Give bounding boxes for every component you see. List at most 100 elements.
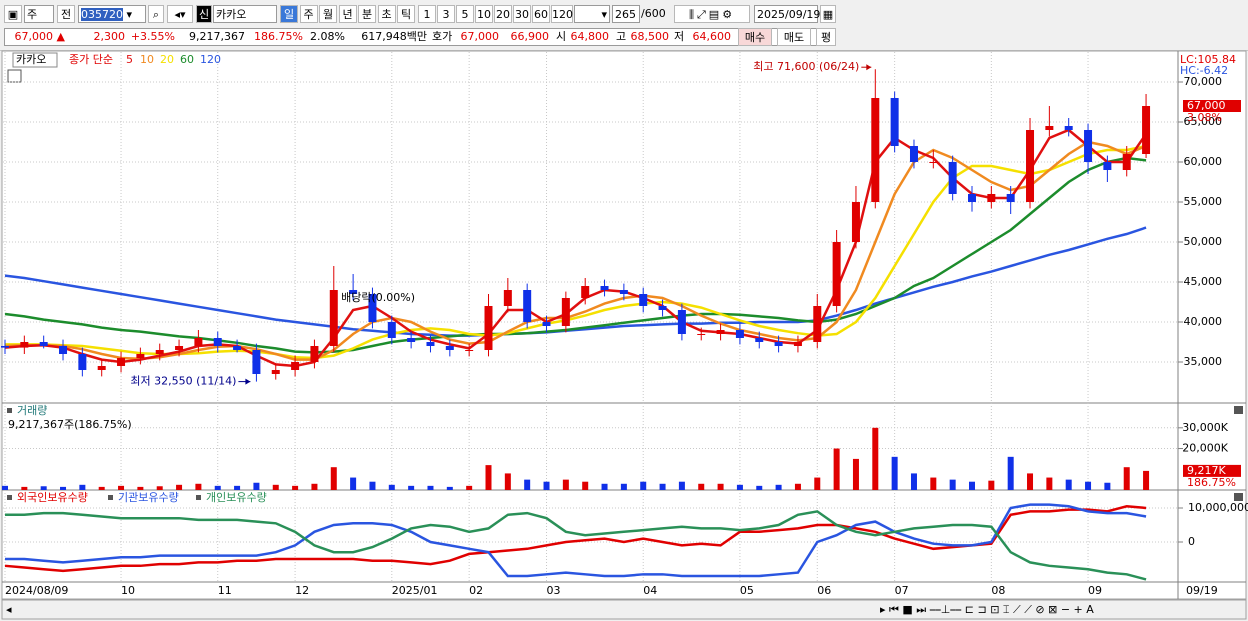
volume-title: 거래량	[17, 404, 47, 417]
volume-bar	[601, 483, 608, 490]
sell-button[interactable]: 매도	[777, 28, 811, 46]
open-price: 64,800	[570, 30, 610, 43]
scroll-controls[interactable]: ▸ ⏮ ■ ⏭ ⎯⎯⊥⎯⎯ ⊏ ⊐ ⊡ ⌶ ⟋ ⟋ ⊘ ⊠ − + A	[880, 603, 1094, 616]
volume-bar	[466, 485, 473, 490]
prev-button[interactable]: 전	[57, 5, 75, 23]
table-icon[interactable]	[7, 69, 22, 83]
quote-price: 67,000 ▲	[14, 30, 65, 43]
legend-entry: 외국인보유수량	[17, 491, 88, 504]
candle-body	[677, 310, 686, 334]
quote-turnover: 2.08%	[310, 30, 345, 43]
date-input[interactable]: 2025/09/19	[754, 5, 820, 23]
candle-body	[1103, 162, 1112, 170]
volume-subtitle: 9,217,367주(186.75%)	[8, 418, 132, 431]
avg-button[interactable]: 평	[816, 28, 836, 46]
volume-bar	[872, 427, 879, 490]
candle-body	[542, 322, 551, 326]
candle-body	[561, 298, 570, 326]
volume-bar	[156, 486, 163, 490]
code-input[interactable]: 035720 ▾	[78, 5, 146, 23]
holding-line	[5, 503, 1147, 578]
name-input[interactable]: 카카오	[213, 5, 277, 23]
candle-body	[445, 346, 454, 350]
x-tick-label: 12	[295, 584, 309, 597]
volume-bar	[678, 481, 685, 490]
volume-bar	[253, 482, 260, 490]
last-price-label: 67,000	[1187, 99, 1226, 112]
interval-button[interactable]: 주	[299, 5, 318, 23]
search-button[interactable]: ⌕	[148, 5, 164, 23]
unit-button[interactable]: 10	[475, 5, 493, 23]
y-tick-label: 20,000K	[1182, 442, 1228, 455]
volume-bar	[1143, 470, 1150, 490]
unit-button[interactable]: 60	[532, 5, 550, 23]
legend-entry: 20	[160, 53, 174, 66]
quote-change-rate: +3.55%	[130, 30, 175, 43]
low-annotation: 최저 32,550 (11/14)	[130, 375, 236, 388]
volume-bar	[2, 485, 8, 490]
volume-bar	[736, 484, 743, 490]
interval-button[interactable]: 년	[338, 5, 357, 23]
candle-body	[832, 242, 841, 306]
legend-name-box	[12, 52, 58, 68]
scroll-left[interactable]: ◂	[6, 603, 12, 616]
volume-bar	[21, 486, 28, 490]
legend-entry: 개인보유수량	[206, 491, 267, 504]
legend-entry: 기관보유수량	[118, 491, 179, 504]
volume-bar	[833, 448, 840, 490]
candle-body	[349, 290, 358, 294]
legend-entry: 60	[180, 53, 194, 66]
candle-body	[39, 342, 48, 346]
volume-bar	[350, 477, 357, 490]
interval-button[interactable]: 틱	[397, 5, 415, 23]
volume-bar	[814, 477, 821, 490]
interval-button[interactable]: 일	[280, 5, 298, 23]
event-annotation: 배당락(0.00%)	[341, 291, 415, 304]
bid-ask-label: 호가	[432, 30, 453, 43]
interval-button[interactable]: 초	[377, 5, 396, 23]
unit-button[interactable]: 5	[456, 5, 474, 23]
ask-price: 67,000	[460, 30, 500, 43]
candle-body	[658, 306, 667, 310]
candle-body	[252, 350, 261, 374]
candle-body	[716, 330, 725, 334]
calendar-button[interactable]: ▦	[820, 5, 836, 23]
x-tick-label: 11	[218, 584, 232, 597]
volume-bar	[504, 473, 511, 490]
volume-bar	[427, 485, 434, 490]
candle-body	[426, 342, 435, 346]
bid-price: 66,900	[510, 30, 550, 43]
interval-button[interactable]: 월	[319, 5, 337, 23]
period-select[interactable]: 주	[24, 5, 54, 23]
candle-body	[465, 350, 474, 351]
candle-body	[271, 370, 280, 374]
unit-button[interactable]: 1	[418, 5, 436, 23]
unit-button[interactable]: 120	[551, 5, 573, 23]
count-input[interactable]: 265	[612, 5, 640, 23]
volume-bar	[1046, 477, 1053, 490]
candle-body	[97, 366, 106, 370]
sound-button[interactable]: ◂▾	[167, 5, 193, 23]
menu-icon[interactable]: ▣	[4, 5, 22, 23]
interval-button[interactable]: 분	[358, 5, 376, 23]
panel-close[interactable]	[1234, 493, 1243, 501]
y-tick-label: 60,000	[1184, 155, 1223, 168]
code-text: 035720	[81, 8, 123, 21]
volume-bar	[852, 458, 859, 490]
unit-button[interactable]: 3	[437, 5, 455, 23]
panel-close[interactable]	[1234, 406, 1243, 414]
buy-button[interactable]: 매수	[738, 28, 772, 46]
unit-button[interactable]: 30	[513, 5, 531, 23]
volume-bar	[717, 483, 724, 490]
tool-icons[interactable]: ⫼⤢▤⚙	[674, 5, 750, 23]
unit-button[interactable]: 20	[494, 5, 512, 23]
x-tick-label: 08	[991, 584, 1005, 597]
scrollbar[interactable]	[1, 599, 1247, 620]
candle-body	[1, 346, 9, 348]
unit-select[interactable]: ▾	[574, 5, 610, 23]
candle-body	[987, 194, 996, 202]
candle-body	[329, 290, 338, 346]
y-tick-label: 35,000	[1184, 355, 1223, 368]
